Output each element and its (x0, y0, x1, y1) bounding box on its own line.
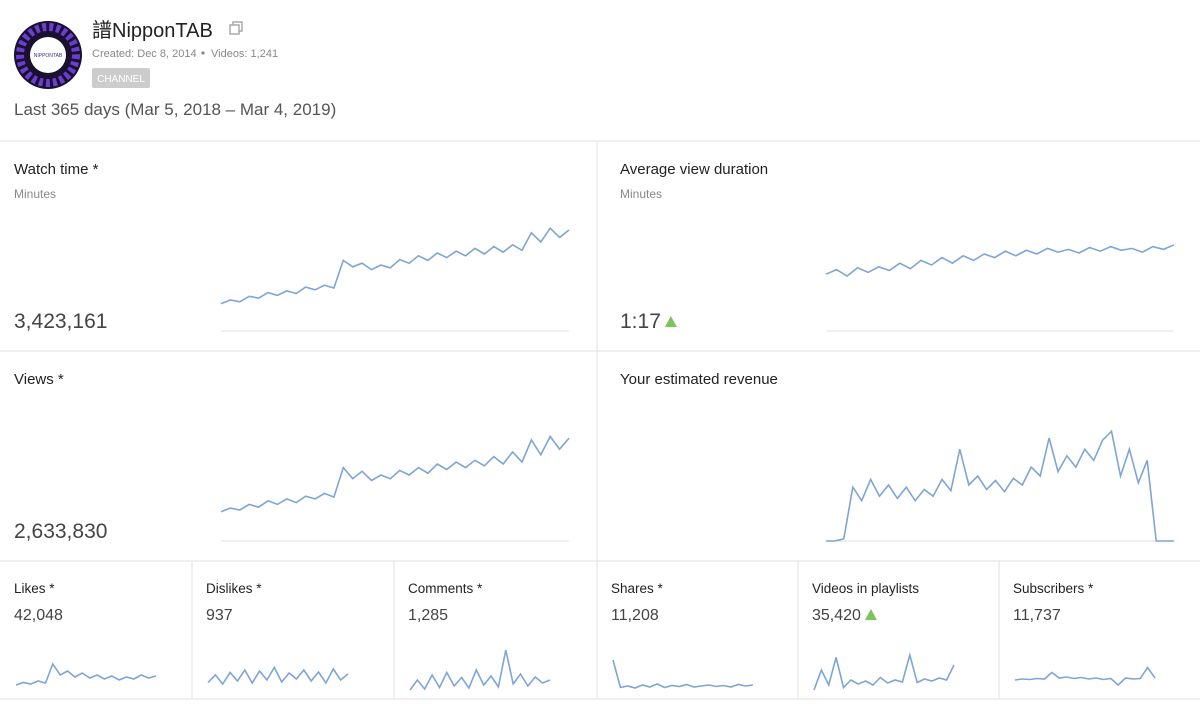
sparkline (409, 649, 551, 691)
card-value: 2,633,830 (14, 520, 107, 543)
card-value: 35,420 (812, 607, 861, 624)
trend-up-icon (664, 316, 677, 327)
sparkline (612, 659, 754, 689)
card-value: 11,737 (1013, 607, 1061, 624)
card-value: 1:17 (620, 310, 661, 333)
card-title: Views * (14, 371, 64, 388)
card-title: Comments * (408, 581, 483, 596)
sparkline (207, 665, 349, 686)
channel-badge (92, 68, 150, 88)
external-link-icon[interactable] (229, 21, 243, 35)
card-unit: Minutes (620, 187, 662, 201)
channel-logo: NIPPONTAB (14, 21, 82, 89)
card-title: Your estimated revenue (620, 371, 778, 388)
trend-up-icon (864, 609, 877, 620)
card-title: Average view duration (620, 161, 768, 178)
card-value: 1,285 (408, 607, 448, 624)
card-value: 3,423,161 (14, 310, 107, 333)
card-title: Likes * (14, 581, 55, 596)
sparkline (826, 429, 1174, 542)
card-unit: Minutes (14, 187, 56, 201)
card-value: 42,048 (14, 607, 63, 624)
card-borders (0, 140, 1200, 700)
channel-badge-text: CHANNEL (97, 74, 145, 85)
card-title: Shares * (611, 581, 664, 596)
card-title: Subscribers * (1013, 581, 1094, 596)
card-value: 11,208 (611, 607, 659, 624)
sparkline (1014, 666, 1156, 687)
card-title: Watch time * (14, 161, 99, 178)
separator-dot (201, 51, 205, 55)
card-title: Videos in playlists (812, 581, 919, 596)
sparkline (15, 662, 157, 686)
sparkline (813, 651, 955, 691)
channel-title[interactable]: 譜NipponTAB (92, 19, 213, 42)
video-count: Videos: 1,241 (211, 48, 278, 60)
card-title: Dislikes * (206, 581, 262, 596)
created-date: Created: Dec 8, 2014 (92, 48, 197, 60)
date-range: Last 365 days (Mar 5, 2018 – Mar 4, 2019… (14, 100, 336, 119)
sparkline (220, 226, 570, 305)
sparkline (825, 244, 1175, 277)
card-value: 937 (206, 607, 233, 624)
logo-text: NIPPONTAB (34, 53, 63, 59)
sparkline (220, 434, 570, 513)
